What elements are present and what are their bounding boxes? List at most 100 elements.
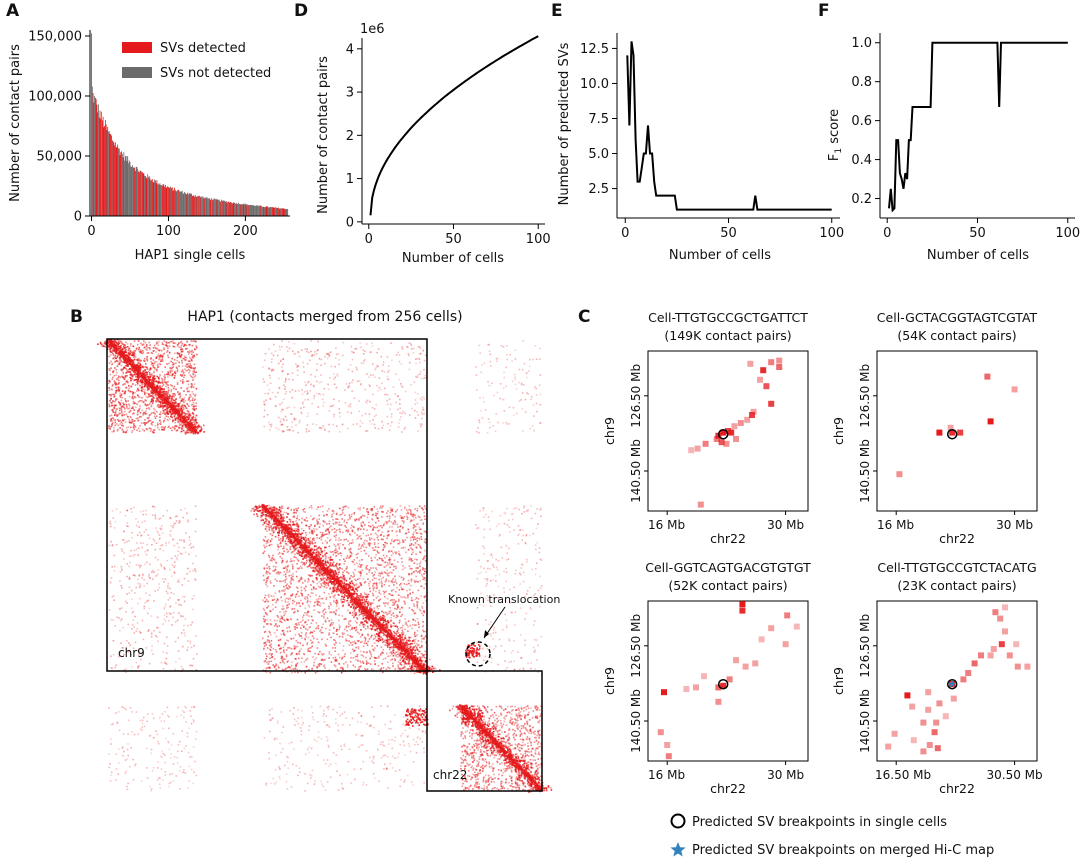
panel-b-contact	[374, 539, 376, 541]
panel-b-contact	[192, 408, 194, 410]
panel-b-contact	[399, 529, 401, 531]
panel-b-contact	[181, 431, 183, 433]
panel-a-bar	[237, 204, 238, 216]
panel-b-contact	[143, 340, 145, 342]
panel-b-contact	[127, 360, 129, 362]
panel-a-bar	[284, 209, 285, 216]
panel-b-contact	[349, 644, 351, 646]
panel-b-contact	[283, 575, 285, 577]
panel-b-contact	[311, 668, 313, 670]
panel-b-contact	[264, 551, 266, 553]
panel-a-bar	[263, 207, 264, 216]
panel-b-contact	[416, 532, 418, 534]
panel-b-contact	[327, 510, 329, 512]
panel-b-contact	[369, 588, 371, 590]
panel-a-bar	[203, 199, 204, 216]
panel-b-contact	[129, 396, 131, 398]
panel-b-contact	[396, 531, 398, 533]
panel-b-contact	[377, 508, 379, 510]
panel-b-contact	[314, 530, 316, 532]
panel-b-contact	[334, 552, 336, 554]
panel-a-bar	[161, 185, 162, 216]
panel-b-contact	[301, 522, 303, 524]
panel-b-contact	[177, 419, 179, 421]
panel-a-bar	[127, 156, 128, 216]
panel-b-contact	[365, 657, 367, 659]
panel-b-contact	[167, 395, 169, 397]
panel-b-contact	[314, 605, 316, 607]
panel-b-contact	[280, 541, 282, 543]
panel-a-bar	[167, 187, 168, 216]
panel-a-bar	[215, 199, 216, 216]
panel-b-contact	[140, 412, 142, 414]
panel-b-contact	[170, 372, 172, 374]
panel-b-contact	[294, 626, 296, 628]
panel-b-contact	[296, 604, 298, 606]
panel-b-contact	[355, 620, 357, 622]
panel-b-contact	[295, 596, 297, 598]
panel-a-bar	[283, 208, 284, 216]
panel-b-contact	[131, 422, 133, 424]
panel-b-contact	[285, 668, 287, 670]
panel-b-contact	[166, 407, 168, 409]
panel-b-contact	[326, 542, 328, 544]
panel-b-contact	[123, 404, 125, 406]
panel-b-contact	[284, 590, 286, 592]
panel-b-contact	[179, 419, 181, 421]
panel-b-contact	[163, 384, 165, 386]
panel-b-contact	[173, 405, 175, 407]
panel-b-contact	[148, 376, 150, 378]
panel-b-contact	[272, 535, 274, 537]
panel-b-contact	[272, 599, 274, 601]
panel-b-contact	[390, 659, 392, 661]
panel-b-contact	[298, 624, 300, 626]
panel-b-contact	[190, 374, 192, 376]
panel-a-bar	[138, 171, 139, 216]
panel-b-contact	[134, 396, 136, 398]
panel-b-contact	[302, 645, 304, 647]
panel-b-contact	[194, 417, 196, 419]
panel-b-contact	[113, 358, 115, 360]
panel-b-contact	[304, 654, 306, 656]
panel-b-contact	[375, 578, 377, 580]
panel-b-contact	[400, 627, 402, 629]
panel-a-bar	[149, 176, 150, 216]
panel-a-bar	[248, 205, 249, 216]
panel-b-contact	[183, 407, 185, 409]
panel-b-contact	[189, 357, 191, 359]
panel-b-contact	[380, 525, 382, 527]
panel-b-contact	[192, 379, 194, 381]
panel-b-contact	[123, 425, 125, 427]
panel-b-contact	[118, 346, 120, 348]
panel-b-contact	[401, 586, 403, 588]
panel-b-contact	[391, 540, 393, 542]
panel-b-contact	[171, 391, 173, 393]
panel-b-contact	[185, 348, 187, 350]
panel-b-contact	[141, 422, 143, 424]
panel-b-contact	[322, 611, 324, 613]
panel-b-contact	[120, 347, 122, 349]
panel-b-contact	[363, 578, 365, 580]
panel-a-bar	[262, 207, 263, 216]
panel-b-contact	[117, 416, 119, 418]
panel-b-contact	[139, 431, 141, 433]
panel-b-contact	[306, 644, 308, 646]
panel-b-contact	[271, 646, 273, 648]
panel-b-contact	[109, 389, 111, 391]
panel-b-contact	[377, 550, 379, 552]
panel-b-contact	[112, 417, 114, 419]
panel-b-contact	[359, 507, 361, 509]
panel-b-contact	[181, 360, 183, 362]
panel-b-contact	[269, 610, 271, 612]
panel-b-contact	[164, 366, 166, 368]
panel-b-contact	[157, 405, 159, 407]
panel-b-contact	[325, 530, 327, 532]
panel-b-contact	[119, 352, 121, 354]
panel-b-contact	[352, 641, 354, 643]
panel-b-contact	[410, 519, 412, 521]
panel-a-bar	[259, 206, 260, 216]
panel-b-contact	[157, 424, 159, 426]
panel-b-contact	[305, 596, 307, 598]
panel-b-contact	[271, 661, 273, 663]
panel-b-contact	[309, 532, 311, 534]
